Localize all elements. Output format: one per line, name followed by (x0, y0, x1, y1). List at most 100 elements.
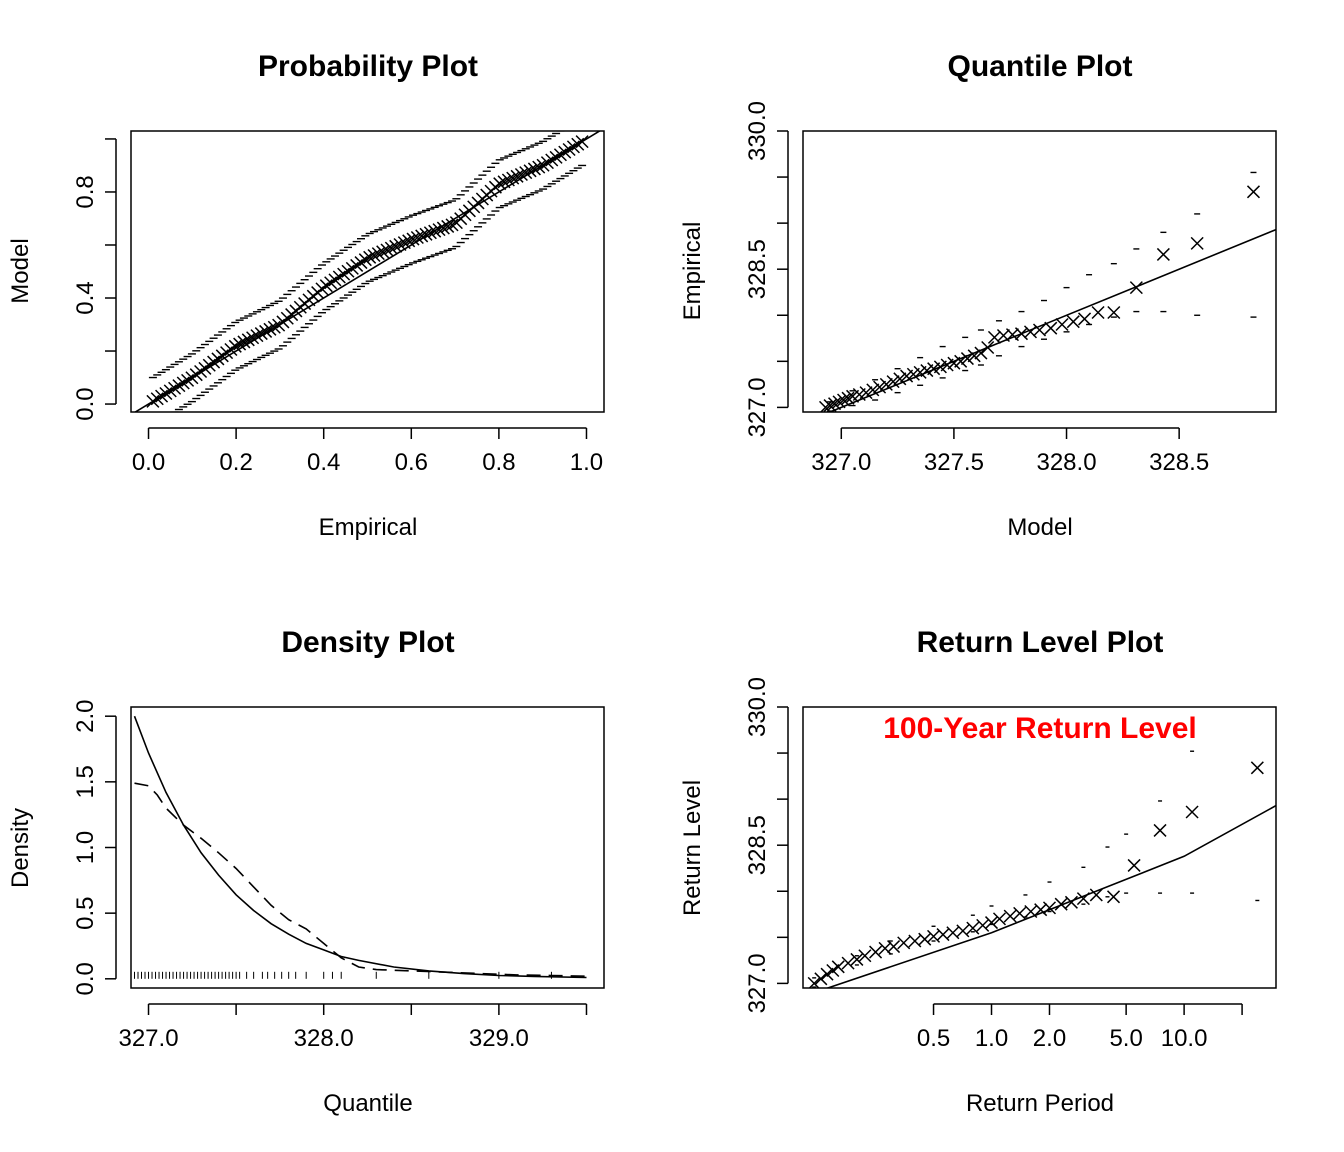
data-point (428, 224, 442, 238)
data-point (254, 327, 268, 341)
x-tick-label: 5.0 (1109, 1025, 1142, 1052)
y-axis-label: Empirical (679, 222, 706, 321)
data-point (267, 320, 281, 334)
data-point (1250, 761, 1264, 775)
y-tick-label: 0.8 (72, 175, 99, 208)
data-point (987, 330, 1001, 344)
data-point (828, 397, 842, 411)
y-tick-label: 330.0 (744, 101, 771, 161)
x-tick-label: 0.4 (307, 449, 340, 476)
data-point (523, 164, 537, 178)
data-point (376, 245, 390, 259)
panel-title: Probability Plot (258, 50, 478, 83)
data-point (974, 346, 988, 360)
y-tick-label: 1.0 (72, 831, 99, 864)
data-point (850, 952, 864, 966)
data-point (841, 391, 855, 405)
data-point (337, 267, 351, 281)
data-point (869, 945, 883, 959)
x-axis-label: Quantile (323, 1090, 412, 1117)
x-tick-label: 328.0 (1036, 449, 1096, 476)
data-point (841, 956, 855, 970)
data-point (873, 380, 887, 394)
panel-title: Return Level Plot (917, 626, 1164, 659)
data-point (1091, 305, 1105, 320)
y-tick-label: 0.4 (72, 281, 99, 314)
data-point (319, 279, 333, 293)
x-tick-label: 328.5 (1149, 449, 1209, 476)
data-point (1078, 312, 1092, 326)
quantile-plot: Quantile Plot Model Empirical 327.0 327.5… (679, 50, 1277, 541)
x-tick-label: 327.0 (118, 1025, 178, 1052)
data-point (436, 221, 450, 235)
data-point (532, 160, 546, 174)
data-point (1076, 892, 1090, 906)
data-point (992, 912, 1007, 926)
data-point (402, 234, 416, 248)
data-point (807, 976, 821, 988)
data-point (445, 218, 459, 232)
data-point (246, 331, 260, 345)
fit-line (825, 804, 1276, 988)
data-point (823, 399, 837, 412)
data-point (1246, 185, 1261, 199)
x-tick-label: 328.0 (294, 1025, 354, 1052)
data-point (345, 261, 359, 275)
data-point (897, 936, 911, 950)
data-point (332, 270, 346, 284)
data-point (956, 924, 970, 938)
x-tick-label: 329.0 (469, 1025, 529, 1052)
y-axis-label: Model (7, 238, 34, 303)
data-point (1044, 321, 1058, 335)
y-axis-label: Density (7, 808, 34, 888)
x-tick-label: 0.5 (917, 1025, 950, 1052)
data-point (519, 166, 533, 180)
data-point (866, 383, 880, 397)
x-tick-label: 0.6 (395, 449, 428, 476)
plot-area (133, 715, 587, 979)
data-point (960, 352, 974, 366)
x-tick-label: 2.0 (1033, 1025, 1066, 1052)
data-point (1156, 247, 1170, 261)
data-point (859, 386, 873, 400)
data-point (831, 960, 845, 974)
y-tick-label: 0.0 (72, 387, 99, 420)
data-point (858, 949, 872, 963)
data-point (818, 400, 833, 412)
data-point (886, 375, 900, 389)
x-tick-label: 327.0 (811, 449, 871, 476)
x-tick-label: 10.0 (1161, 1025, 1208, 1052)
data-point (410, 230, 424, 245)
data-point (514, 167, 528, 182)
y-tick-label: 327.0 (744, 953, 771, 1013)
data-point (1106, 890, 1121, 904)
plot-frame (130, 130, 605, 413)
data-point (976, 918, 990, 932)
x-axis-label: Model (1007, 514, 1072, 541)
data-point (328, 273, 342, 287)
data-point (432, 223, 446, 237)
data-point (228, 339, 242, 353)
plot-frame (130, 706, 605, 989)
data-point (497, 175, 511, 189)
data-point (826, 963, 840, 978)
model-density-curve (133, 715, 587, 979)
data-point (1107, 305, 1121, 320)
data-point (893, 372, 907, 386)
data-point (1185, 805, 1199, 819)
return-level-plot: Return Level Plot Return Period Return L… (679, 626, 1277, 1117)
x-tick-label: 327.5 (924, 449, 984, 476)
data-point (1042, 901, 1057, 915)
y-tick-label: 328.5 (744, 239, 771, 299)
data-point (493, 177, 507, 191)
data-point (363, 250, 377, 264)
data-point (1055, 317, 1069, 332)
y-tick-label: 330.0 (744, 677, 771, 737)
data-point (832, 395, 846, 409)
plot-area (133, 131, 602, 412)
data-point (1014, 327, 1029, 341)
data-point (358, 253, 372, 267)
data-point (1054, 897, 1068, 911)
plot-frame (802, 706, 1277, 989)
